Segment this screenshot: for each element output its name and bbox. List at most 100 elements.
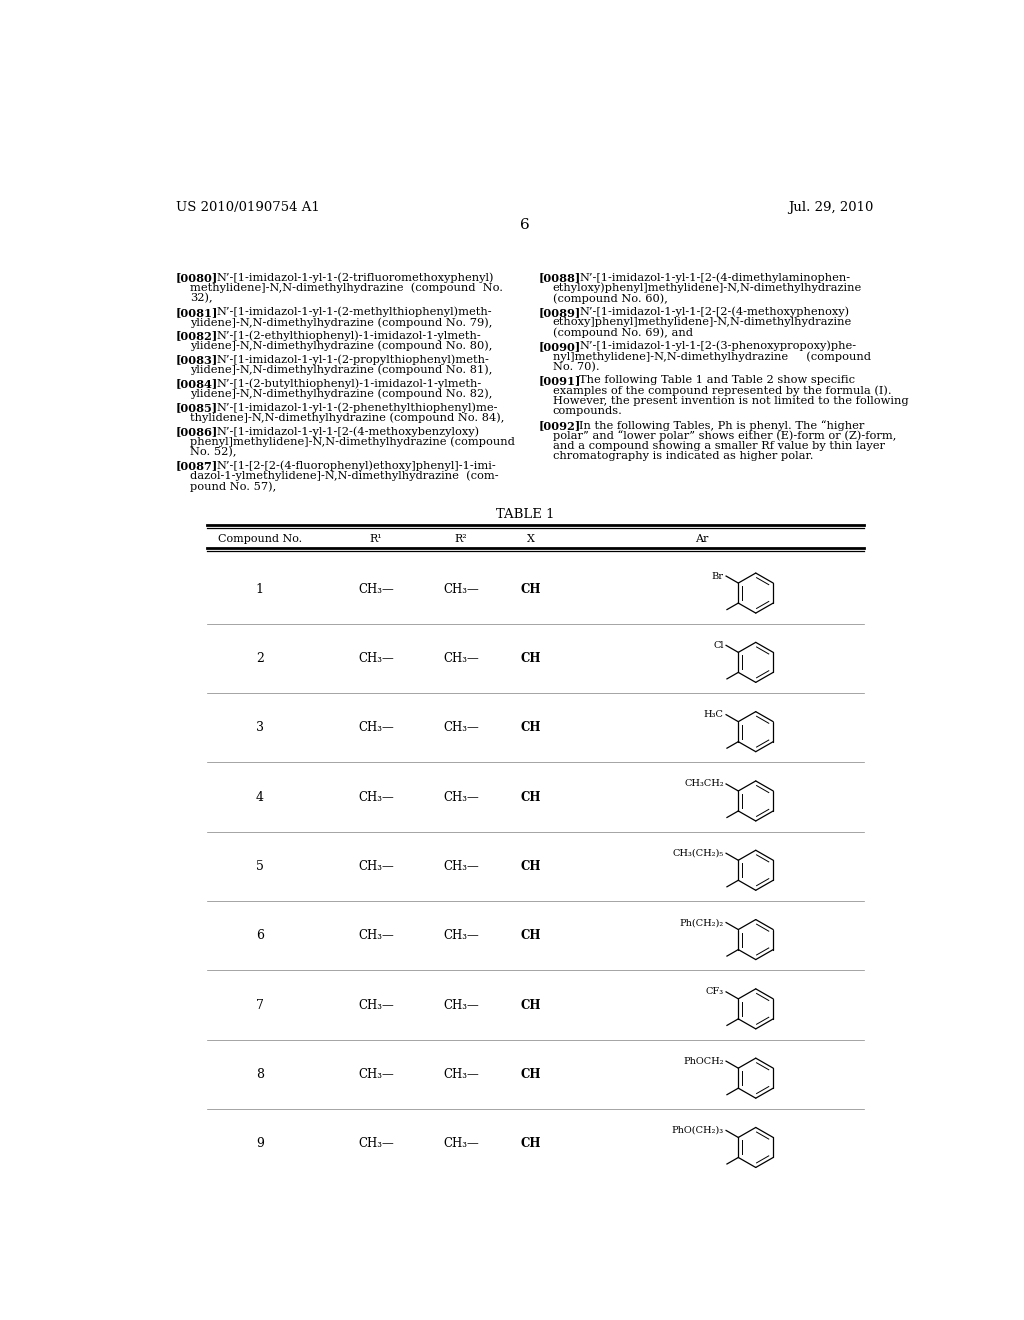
Text: CH₃—: CH₃— — [443, 998, 479, 1011]
Text: CH₃—: CH₃— — [358, 721, 394, 734]
Text: pound No. 57),: pound No. 57), — [190, 480, 276, 491]
Text: CH₃—: CH₃— — [443, 1068, 479, 1081]
Text: R¹: R¹ — [370, 535, 382, 544]
Text: CH: CH — [521, 998, 542, 1011]
Text: thylidene]-N,N-dimethylhydrazine (compound No. 84),: thylidene]-N,N-dimethylhydrazine (compou… — [190, 412, 505, 424]
Text: CH₃—: CH₃— — [443, 929, 479, 942]
Text: N’-[1-imidazol-1-yl-1-(2-propylthiophenyl)meth-: N’-[1-imidazol-1-yl-1-(2-propylthiopheny… — [216, 354, 489, 364]
Text: 7: 7 — [256, 998, 264, 1011]
Text: [0090]: [0090] — [539, 341, 581, 352]
Text: N’-[1-imidazol-1-yl-1-(2-phenethylthiophenyl)me-: N’-[1-imidazol-1-yl-1-(2-phenethylthioph… — [216, 403, 498, 413]
Text: [0084]: [0084] — [176, 379, 218, 389]
Text: and a compound showing a smaller Rf value by thin layer: and a compound showing a smaller Rf valu… — [553, 441, 885, 450]
Text: N’-[1-(2-butylthiophenyl)-1-imidazol-1-ylmeth-: N’-[1-(2-butylthiophenyl)-1-imidazol-1-y… — [216, 379, 481, 389]
Text: CH₃—: CH₃— — [358, 1068, 394, 1081]
Text: N’-[1-imidazol-1-yl-1-[2-(3-phenoxypropoxy)phe-: N’-[1-imidazol-1-yl-1-[2-(3-phenoxypropo… — [579, 341, 856, 351]
Text: CH₃(CH₂)₅: CH₃(CH₂)₅ — [673, 849, 724, 858]
Text: compounds.: compounds. — [553, 407, 623, 416]
Text: N’-[1-(2-ethylthiophenyl)-1-imidazol-1-ylmeth-: N’-[1-(2-ethylthiophenyl)-1-imidazol-1-y… — [216, 330, 481, 341]
Text: CH: CH — [521, 721, 542, 734]
Text: PhOCH₂: PhOCH₂ — [683, 1056, 724, 1065]
Text: Jul. 29, 2010: Jul. 29, 2010 — [788, 201, 873, 214]
Text: N’-[1-imidazol-1-yl-1-[2-(4-methoxybenzyloxy): N’-[1-imidazol-1-yl-1-[2-(4-methoxybenzy… — [216, 426, 479, 437]
Text: However, the present invention is not limited to the following: However, the present invention is not li… — [553, 396, 908, 407]
Text: chromatography is indicated as higher polar.: chromatography is indicated as higher po… — [553, 451, 813, 461]
Text: 8: 8 — [256, 1068, 264, 1081]
Text: CH₃—: CH₃— — [358, 1137, 394, 1150]
Text: CH: CH — [521, 791, 542, 804]
Text: CH₃—: CH₃— — [443, 1137, 479, 1150]
Text: 1: 1 — [256, 582, 264, 595]
Text: ylidene]-N,N-dimethylhydrazine (compound No. 81),: ylidene]-N,N-dimethylhydrazine (compound… — [190, 364, 493, 375]
Text: CH₃—: CH₃— — [443, 791, 479, 804]
Text: CH₃—: CH₃— — [358, 929, 394, 942]
Text: PhO(CH₂)₃: PhO(CH₂)₃ — [672, 1126, 724, 1135]
Text: CH₃—: CH₃— — [358, 652, 394, 665]
Text: [0081]: [0081] — [176, 306, 218, 318]
Text: Br: Br — [712, 572, 724, 581]
Text: X: X — [527, 535, 535, 544]
Text: CH: CH — [521, 929, 542, 942]
Text: 2: 2 — [256, 652, 264, 665]
Text: ylidene]-N,N-dimethylhydrazine (compound No. 82),: ylidene]-N,N-dimethylhydrazine (compound… — [190, 388, 493, 399]
Text: No. 70).: No. 70). — [553, 362, 599, 372]
Text: CH₃—: CH₃— — [443, 582, 479, 595]
Text: ylidene]-N,N-dimethylhydrazine (compound No. 80),: ylidene]-N,N-dimethylhydrazine (compound… — [190, 341, 493, 351]
Text: N’-[1-imidazol-1-yl-1-[2-[2-(4-methoxyphenoxy): N’-[1-imidazol-1-yl-1-[2-[2-(4-methoxyph… — [579, 306, 849, 317]
Text: [0088]: [0088] — [539, 272, 581, 284]
Text: methylidene]-N,N-dimethylhydrazine  (compound  No.: methylidene]-N,N-dimethylhydrazine (comp… — [190, 282, 503, 293]
Text: examples of the compound represented by the formula (I).: examples of the compound represented by … — [553, 385, 891, 396]
Text: CH: CH — [521, 1137, 542, 1150]
Text: Compound No.: Compound No. — [218, 535, 302, 544]
Text: 9: 9 — [256, 1137, 264, 1150]
Text: CH: CH — [521, 582, 542, 595]
Text: Ph(CH₂)₂: Ph(CH₂)₂ — [680, 917, 724, 927]
Text: CH: CH — [521, 652, 542, 665]
Text: ylidene]-N,N-dimethylhydrazine (compound No. 79),: ylidene]-N,N-dimethylhydrazine (compound… — [190, 317, 493, 327]
Text: N’-[1-imidazol-1-yl-1-[2-(4-dimethylaminophen-: N’-[1-imidazol-1-yl-1-[2-(4-dimethylamin… — [579, 272, 850, 282]
Text: 3: 3 — [256, 721, 264, 734]
Text: CH₃—: CH₃— — [358, 791, 394, 804]
Text: N’-[1-[2-[2-(4-fluorophenyl)ethoxy]phenyl]-1-imi-: N’-[1-[2-[2-(4-fluorophenyl)ethoxy]pheny… — [216, 461, 496, 471]
Text: ethoxy]phenyl]methylidene]-N,N-dimethylhydrazine: ethoxy]phenyl]methylidene]-N,N-dimethylh… — [553, 317, 852, 327]
Text: CH: CH — [521, 859, 542, 873]
Text: CH₃—: CH₃— — [358, 998, 394, 1011]
Text: phenyl]methylidene]-N,N-dimethylhydrazine (compound: phenyl]methylidene]-N,N-dimethylhydrazin… — [190, 437, 515, 447]
Text: 4: 4 — [256, 791, 264, 804]
Text: [0083]: [0083] — [176, 354, 218, 366]
Text: In the following Tables, Ph is phenyl. The “higher: In the following Tables, Ph is phenyl. T… — [579, 420, 864, 430]
Text: CH₃CH₂: CH₃CH₂ — [684, 779, 724, 788]
Text: CH₃—: CH₃— — [443, 652, 479, 665]
Text: The following Table 1 and Table 2 show specific: The following Table 1 and Table 2 show s… — [579, 375, 855, 385]
Text: [0091]: [0091] — [539, 375, 582, 387]
Text: nyl]methylidene]-N,N-dimethylhydrazine     (compound: nyl]methylidene]-N,N-dimethylhydrazine (… — [553, 351, 870, 362]
Text: CH₃—: CH₃— — [358, 859, 394, 873]
Text: N’-[1-imidazol-1-yl-1-(2-methylthiophenyl)meth-: N’-[1-imidazol-1-yl-1-(2-methylthiopheny… — [216, 306, 492, 317]
Text: [0080]: [0080] — [176, 272, 218, 284]
Text: polar” and “lower polar” shows either (E)-form or (Z)-form,: polar” and “lower polar” shows either (E… — [553, 430, 896, 441]
Text: [0086]: [0086] — [176, 426, 218, 437]
Text: [0082]: [0082] — [176, 330, 218, 342]
Text: CH: CH — [521, 1068, 542, 1081]
Text: CH₃—: CH₃— — [443, 859, 479, 873]
Text: CH₃—: CH₃— — [443, 721, 479, 734]
Text: [0092]: [0092] — [539, 420, 581, 430]
Text: US 2010/0190754 A1: US 2010/0190754 A1 — [176, 201, 319, 214]
Text: TABLE 1: TABLE 1 — [496, 508, 554, 521]
Text: CH₃—: CH₃— — [358, 582, 394, 595]
Text: N’-[1-imidazol-1-yl-1-(2-trifluoromethoxyphenyl): N’-[1-imidazol-1-yl-1-(2-trifluoromethox… — [216, 272, 494, 282]
Text: 6: 6 — [520, 218, 529, 232]
Text: 32),: 32), — [190, 293, 213, 304]
Text: Cl: Cl — [714, 640, 724, 649]
Text: [0087]: [0087] — [176, 461, 218, 471]
Text: CF₃: CF₃ — [706, 987, 724, 997]
Text: [0089]: [0089] — [539, 306, 581, 318]
Text: No. 52),: No. 52), — [190, 446, 237, 457]
Text: [0085]: [0085] — [176, 403, 218, 413]
Text: (compound No. 69), and: (compound No. 69), and — [553, 327, 692, 338]
Text: Ar: Ar — [695, 535, 709, 544]
Text: H₃C: H₃C — [703, 710, 724, 719]
Text: dazol-1-ylmethylidene]-N,N-dimethylhydrazine  (com-: dazol-1-ylmethylidene]-N,N-dimethylhydra… — [190, 471, 499, 482]
Text: R²: R² — [455, 535, 468, 544]
Text: (compound No. 60),: (compound No. 60), — [553, 293, 668, 304]
